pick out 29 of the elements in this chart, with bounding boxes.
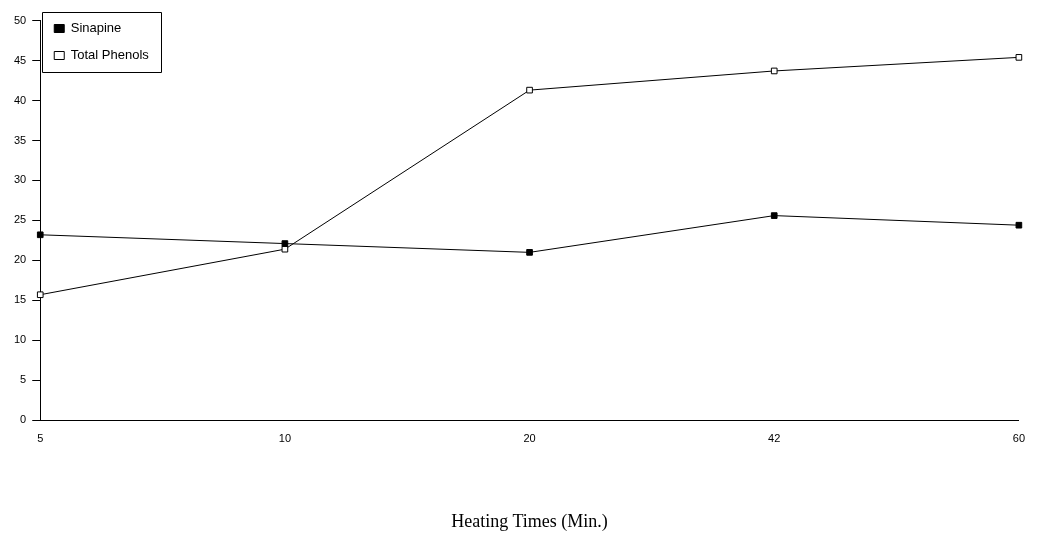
point [1015, 221, 1023, 229]
x-tick-label: 20 [523, 431, 536, 444]
x-axis-title: Heating Times (Min.) [451, 510, 608, 532]
point [1015, 54, 1023, 61]
y-tick-label: 35 [13, 133, 27, 146]
x-tick-label: 10 [278, 431, 292, 444]
y-tick-label: 0 [20, 413, 27, 426]
y-tick-label: 20 [13, 253, 27, 266]
legend-label: Sinapine [70, 20, 122, 36]
point [36, 291, 44, 299]
x-tick-label: 5 [37, 431, 44, 444]
y-tick-label: 40 [13, 93, 27, 106]
point [526, 249, 533, 256]
y-tick-label: 25 [13, 213, 27, 226]
point [36, 231, 44, 239]
y-tick-label: 10 [13, 333, 27, 346]
legend-label: Total Phenols [70, 47, 150, 63]
x-tick-label: 42 [768, 431, 781, 444]
y-tick-label: 30 [13, 173, 27, 186]
point [281, 240, 289, 247]
point [281, 245, 289, 253]
x-tick-label: 60 [1012, 431, 1026, 444]
point [770, 212, 778, 219]
y-tick-label: 45 [13, 53, 27, 66]
y-tick-label: 15 [13, 293, 27, 306]
y-tick-label: 50 [13, 13, 27, 26]
y-tick-label: 5 [20, 373, 27, 386]
point [770, 67, 778, 75]
point [526, 86, 533, 94]
